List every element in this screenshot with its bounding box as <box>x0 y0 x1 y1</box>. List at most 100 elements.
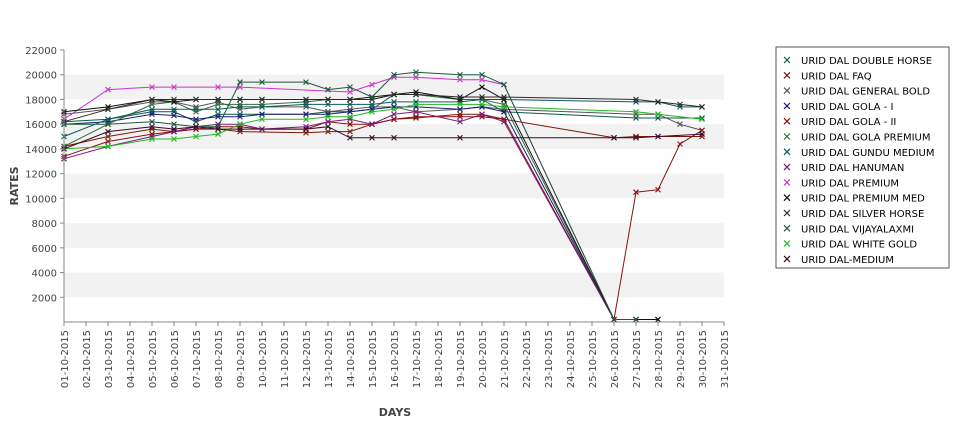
data-point-marker <box>655 133 661 140</box>
series-group <box>61 69 639 323</box>
data-point-marker <box>479 111 485 118</box>
data-point-marker <box>413 101 419 108</box>
y-tick-label: 2000 <box>32 293 57 304</box>
data-point-marker <box>369 121 375 128</box>
series-layer <box>61 69 705 323</box>
data-point-marker <box>347 106 353 113</box>
data-point-marker <box>369 101 375 108</box>
data-point-marker <box>347 89 353 95</box>
x-tick-label: 29-10-2015 <box>676 330 687 388</box>
series-line <box>63 103 703 150</box>
data-point-marker <box>105 133 111 140</box>
data-point-marker <box>369 108 375 115</box>
legend-label: URID DAL PREMIUM <box>801 178 899 189</box>
data-point-marker <box>347 101 353 108</box>
data-point-marker <box>215 113 221 120</box>
data-point-marker <box>105 128 111 135</box>
data-point-marker <box>611 316 617 323</box>
data-point-marker <box>413 89 419 95</box>
legend-label: URID DAL SILVER HORSE <box>801 209 924 220</box>
data-point-marker <box>479 96 485 103</box>
legend: URID DAL DOUBLE HORSE URID DAL FAQ URID DA… <box>775 46 950 269</box>
data-point-marker <box>347 116 353 123</box>
data-point-marker <box>677 103 683 110</box>
x-tick-label: 16-10-2015 <box>390 330 401 388</box>
series-group <box>61 123 705 152</box>
data-point-marker <box>171 96 177 103</box>
x-tick-label: 09-10-2015 <box>236 330 247 388</box>
plot-background <box>64 50 724 322</box>
data-point-marker <box>369 94 375 100</box>
x-tick-label: 15-10-2015 <box>368 330 379 388</box>
legend-marker <box>783 240 791 248</box>
data-point-marker <box>479 71 485 78</box>
data-point-marker <box>457 111 463 118</box>
data-point-marker <box>391 106 397 113</box>
grid-band <box>64 124 724 149</box>
data-point-marker <box>655 99 661 105</box>
data-point-marker <box>391 91 397 98</box>
data-point-marker <box>655 316 661 323</box>
data-point-marker <box>259 103 265 110</box>
data-point-marker <box>413 113 419 120</box>
data-point-marker <box>149 84 155 90</box>
data-point-marker <box>369 106 375 113</box>
data-point-marker <box>303 111 309 118</box>
legend-marker <box>783 209 791 217</box>
y-axis-title: RATES <box>8 166 21 205</box>
data-point-marker <box>677 121 683 128</box>
data-point-marker <box>171 136 177 142</box>
y-tick-label: 10000 <box>25 194 57 205</box>
data-point-marker <box>633 99 639 105</box>
x-tick-label: 19-10-2015 <box>456 330 467 388</box>
legend-marker <box>783 102 791 110</box>
series-group <box>61 101 705 152</box>
legend-label: URID DAL GENERAL BOLD <box>801 87 930 98</box>
legend-marker <box>783 163 791 171</box>
data-point-marker <box>655 186 661 193</box>
data-point-marker <box>303 96 309 103</box>
x-tick-label: 12-10-2015 <box>302 330 313 388</box>
data-point-marker <box>457 96 463 103</box>
data-point-marker <box>303 126 309 133</box>
data-point-marker <box>105 86 111 93</box>
series-line <box>63 116 703 321</box>
data-point-marker <box>369 81 375 88</box>
x-tick-label: 10-10-2015 <box>258 330 269 388</box>
legend-label: URID DAL GOLA PREMIUM <box>801 133 930 144</box>
data-point-marker <box>347 84 353 90</box>
data-point-marker <box>325 86 331 93</box>
data-point-marker <box>149 136 155 142</box>
legend-marker <box>783 148 791 156</box>
data-point-marker <box>391 71 397 78</box>
data-point-marker <box>303 79 309 86</box>
legend-marker <box>783 117 791 125</box>
data-point-marker <box>259 101 265 108</box>
data-point-marker <box>215 84 221 90</box>
y-tick-label: 18000 <box>25 95 57 106</box>
data-point-marker <box>237 126 243 133</box>
data-point-marker <box>171 126 177 133</box>
legend-label: URID DAL VIJAYALAXMI <box>801 224 914 235</box>
legend-label: URID DAL GOLA - II <box>801 117 896 128</box>
data-point-marker <box>303 123 309 130</box>
series-line <box>63 94 702 123</box>
data-point-marker <box>149 123 155 130</box>
data-point-marker <box>215 99 221 105</box>
data-point-marker <box>105 106 111 113</box>
data-point-marker <box>479 103 485 110</box>
data-point-marker <box>259 79 265 86</box>
data-point-marker <box>457 94 463 100</box>
data-point-marker <box>391 116 397 123</box>
data-point-marker <box>347 108 353 115</box>
legend-marker <box>783 224 791 232</box>
data-point-marker <box>171 84 177 90</box>
data-point-marker <box>457 101 463 108</box>
x-tick-label: 01-10-2015 <box>60 330 71 388</box>
data-point-marker <box>413 69 419 76</box>
x-tick-label: 02-10-2015 <box>82 330 93 388</box>
data-point-marker <box>325 108 331 115</box>
data-point-marker <box>633 316 639 323</box>
data-point-marker <box>105 121 111 128</box>
data-point-marker <box>347 134 353 141</box>
